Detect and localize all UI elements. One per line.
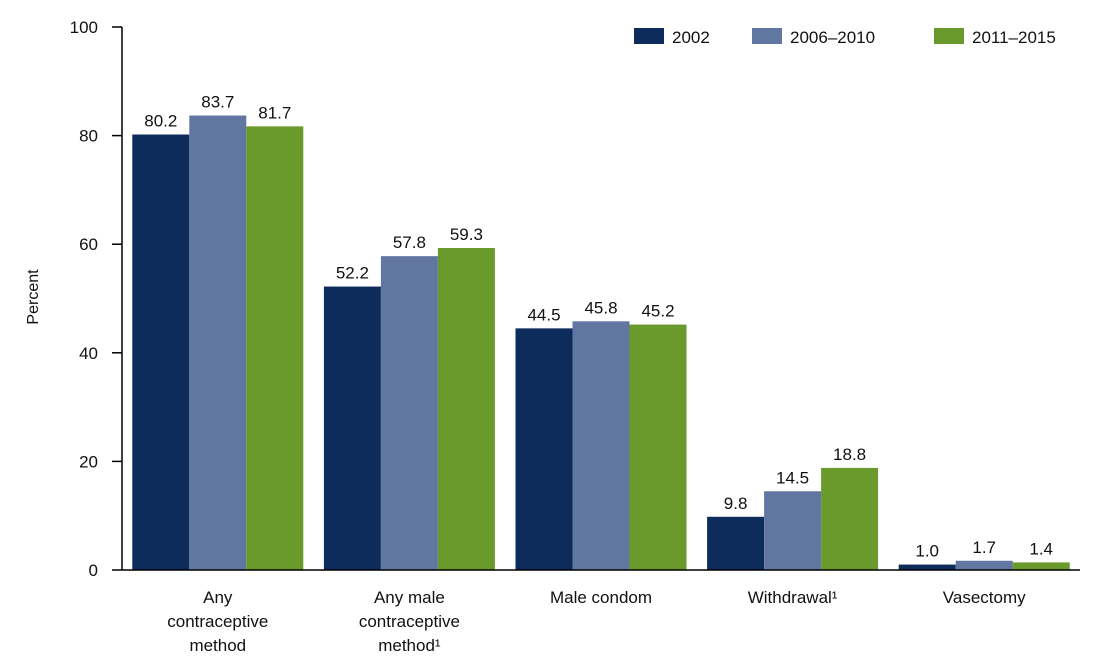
data-label: 45.8 bbox=[584, 298, 617, 317]
data-label: 81.7 bbox=[258, 103, 291, 122]
data-label: 83.7 bbox=[201, 93, 234, 112]
legend-label: 2002 bbox=[672, 28, 710, 47]
data-labels: 80.2 52.2 44.5 9.8 1.0 83.7 57.8 45.8 14.5 1.7 81.… bbox=[144, 93, 1053, 561]
data-label: 1.0 bbox=[915, 542, 939, 561]
bar-2011–2015-3 bbox=[821, 467, 879, 570]
y-tick-label: 80 bbox=[79, 127, 98, 146]
data-label: 1.7 bbox=[972, 538, 996, 557]
y-tick-label: 20 bbox=[79, 452, 98, 471]
category-labels: Any contraceptive method Any male contracept… bbox=[167, 588, 1026, 655]
y-axis-label: Percent bbox=[25, 269, 42, 325]
data-label: 59.3 bbox=[450, 225, 483, 244]
bar-2006–2010-4 bbox=[955, 560, 1013, 570]
bar-2002-3 bbox=[707, 516, 765, 570]
bar-2002-4 bbox=[898, 564, 956, 570]
legend-label: 2006–2010 bbox=[790, 28, 875, 47]
legend-swatch bbox=[934, 28, 964, 44]
bar-2011–2015-4 bbox=[1012, 562, 1070, 570]
data-label: 45.2 bbox=[641, 302, 674, 321]
data-label: 80.2 bbox=[144, 112, 177, 131]
bar-2002-2 bbox=[515, 328, 573, 570]
category-label: Male condom bbox=[550, 588, 652, 607]
data-label: 9.8 bbox=[724, 494, 748, 513]
bar-2006–2010-3 bbox=[764, 491, 822, 570]
legend-swatch bbox=[752, 28, 782, 44]
data-label: 18.8 bbox=[833, 445, 866, 464]
legend: 2002 2006–2010 2011–2015 bbox=[634, 28, 1056, 47]
category-label: contraceptive bbox=[359, 612, 460, 631]
category-label: method¹ bbox=[378, 636, 441, 655]
category-label: Any male bbox=[374, 588, 445, 607]
data-label: 52.2 bbox=[336, 264, 369, 283]
data-label: 44.5 bbox=[527, 305, 560, 324]
data-label: 1.4 bbox=[1029, 539, 1053, 558]
y-tick-label: 40 bbox=[79, 344, 98, 363]
bar-2006–2010-0 bbox=[189, 115, 247, 570]
bar-2006–2010-1 bbox=[380, 256, 438, 570]
legend-swatch bbox=[634, 28, 664, 44]
y-tick-label: 0 bbox=[89, 561, 98, 580]
bar-2011–2015-2 bbox=[629, 324, 687, 570]
category-label: Withdrawal¹ bbox=[748, 588, 838, 607]
y-tick-label: 60 bbox=[79, 235, 98, 254]
bar-2011–2015-0 bbox=[246, 126, 304, 570]
category-label: method bbox=[189, 636, 246, 655]
legend-label: 2011–2015 bbox=[972, 28, 1056, 47]
bars bbox=[132, 115, 1070, 571]
category-label: contraceptive bbox=[167, 612, 268, 631]
y-tick-label: 100 bbox=[70, 18, 98, 37]
bar-2002-0 bbox=[132, 134, 190, 571]
bar-2002-1 bbox=[323, 286, 381, 570]
data-label: 14.5 bbox=[776, 468, 809, 487]
category-label: Vasectomy bbox=[943, 588, 1026, 607]
category-label: Any bbox=[203, 588, 233, 607]
bar-2011–2015-1 bbox=[437, 248, 495, 570]
y-axis-ticks: 0 20 40 60 80 100 bbox=[70, 18, 122, 580]
data-label: 57.8 bbox=[393, 233, 426, 252]
bar-2006–2010-2 bbox=[572, 321, 630, 570]
